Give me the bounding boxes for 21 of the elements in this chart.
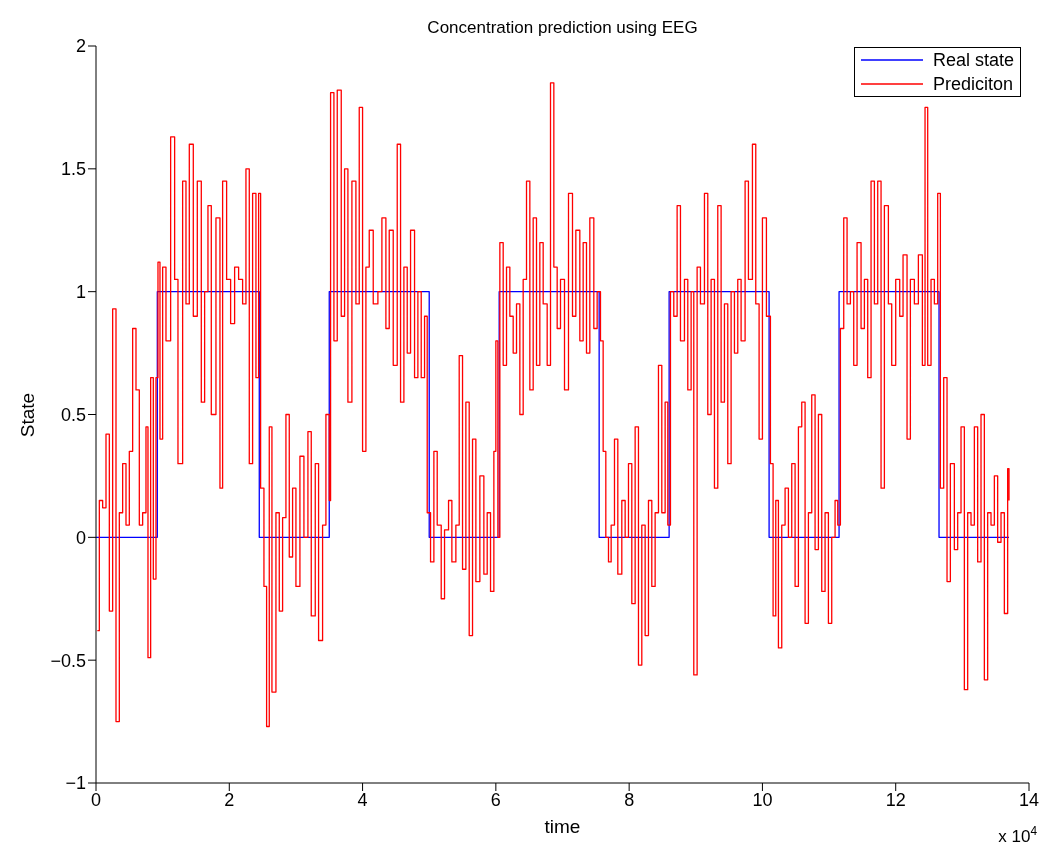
x-tick-label: 14 <box>1018 789 1040 810</box>
legend-label: Real state <box>932 49 1014 72</box>
x-axis-title: time <box>544 816 581 837</box>
y-tick-label: −0.5 <box>50 650 86 671</box>
y-tick-label: 1 <box>75 282 86 303</box>
y-axis-title: State <box>17 392 38 437</box>
x-tick-label: 12 <box>885 789 906 810</box>
text: x 10$^{4}$ <box>998 824 1037 844</box>
y-tick-label: 2 <box>75 36 86 57</box>
x-tick-label: 10 <box>752 789 773 810</box>
legend-label: Prediciton <box>932 73 1013 96</box>
x-tick-label: 6 <box>490 789 501 810</box>
x-tick-label: 2 <box>224 789 235 810</box>
y-tick-label: 1.5 <box>60 159 86 180</box>
x-tick-label: 8 <box>624 789 635 810</box>
x-tick-label: 0 <box>90 789 102 810</box>
y-tick-label: 0 <box>75 527 86 548</box>
y-tick-label: 0.5 <box>60 404 86 425</box>
y-tick-label: −1 <box>65 773 86 794</box>
chart-title: Concentration prediction using EEG <box>427 18 698 37</box>
x-tick-label: 4 <box>357 789 368 810</box>
